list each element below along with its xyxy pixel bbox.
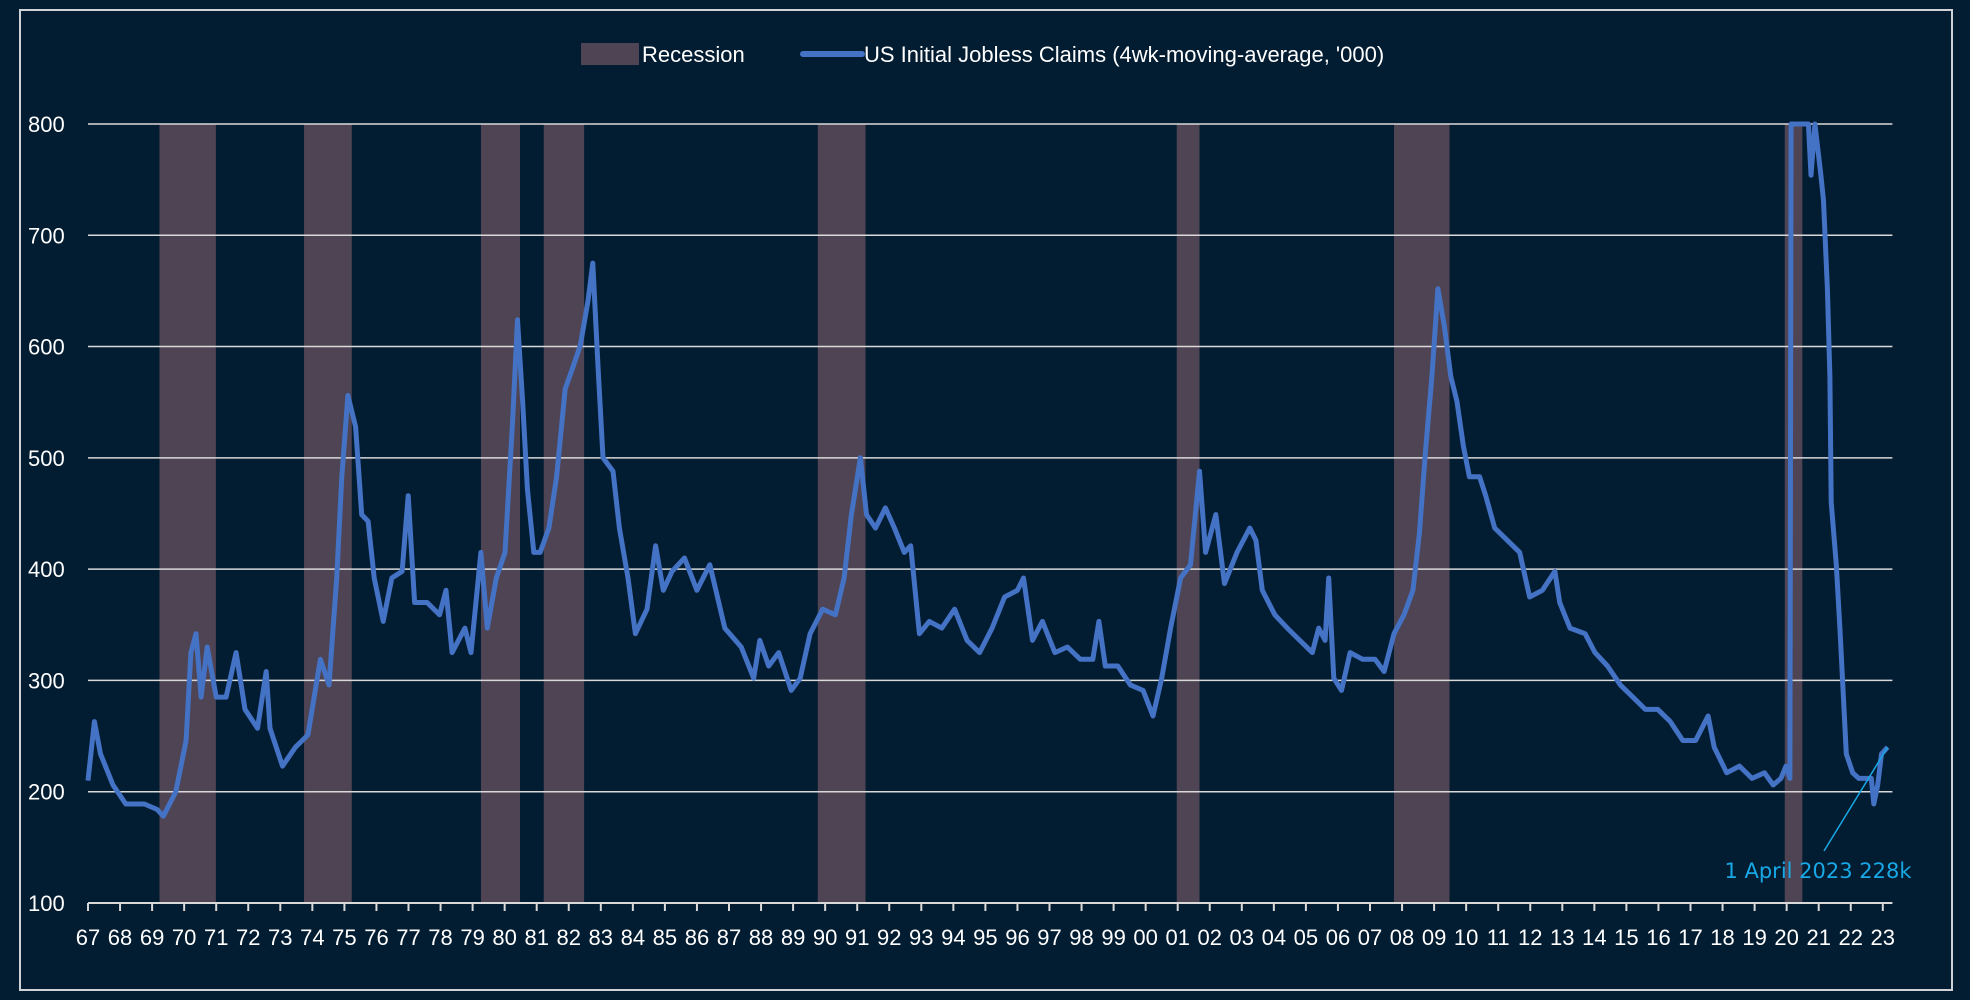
x-tick-label: 71 bbox=[204, 925, 228, 950]
x-tick-label: 10 bbox=[1454, 925, 1478, 950]
y-tick-label: 700 bbox=[28, 223, 65, 248]
x-tick-label: 92 bbox=[877, 925, 901, 950]
x-tick-label: 91 bbox=[845, 925, 869, 950]
x-tick-label: 78 bbox=[428, 925, 452, 950]
x-tick-label: 20 bbox=[1774, 925, 1798, 950]
x-tick-label: 88 bbox=[749, 925, 773, 950]
x-tick-label: 23 bbox=[1871, 925, 1895, 950]
x-tick-label: 03 bbox=[1230, 925, 1254, 950]
y-tick-label: 600 bbox=[28, 335, 65, 360]
x-tick-label: 94 bbox=[941, 925, 965, 950]
x-tick-label: 07 bbox=[1358, 925, 1382, 950]
recession-band bbox=[1176, 123, 1200, 904]
x-tick-label: 05 bbox=[1294, 925, 1318, 950]
x-tick-label: 22 bbox=[1839, 925, 1863, 950]
gridlines bbox=[88, 123, 1893, 793]
x-tick-label: 96 bbox=[1005, 925, 1029, 950]
y-tick-label: 500 bbox=[28, 446, 65, 471]
x-tick-label: 75 bbox=[332, 925, 356, 950]
x-tick-label: 84 bbox=[621, 925, 645, 950]
y-tick-label: 100 bbox=[28, 891, 65, 916]
legend-claims-label: US Initial Jobless Claims (4wk-moving-av… bbox=[864, 42, 1384, 67]
x-tick-label: 13 bbox=[1550, 925, 1574, 950]
x-tick-label: 72 bbox=[236, 925, 260, 950]
x-tick-label: 09 bbox=[1422, 925, 1446, 950]
x-tick-label: 85 bbox=[653, 925, 677, 950]
legend-recession-swatch bbox=[581, 43, 639, 65]
x-tick-label: 14 bbox=[1582, 925, 1606, 950]
x-tick-label: 73 bbox=[268, 925, 292, 950]
recession-band bbox=[304, 123, 352, 904]
x-tick-label: 00 bbox=[1133, 925, 1157, 950]
y-tick-label: 800 bbox=[28, 112, 65, 137]
x-tick-label: 68 bbox=[108, 925, 132, 950]
x-tick-label: 76 bbox=[364, 925, 388, 950]
recession-band bbox=[1784, 123, 1803, 904]
legend: Recession US Initial Jobless Claims (4wk… bbox=[581, 42, 1384, 67]
series-layer bbox=[85, 121, 1890, 819]
x-tick-label: 15 bbox=[1614, 925, 1638, 950]
x-tick-label: 67 bbox=[76, 925, 100, 950]
x-tick-label: 86 bbox=[685, 925, 709, 950]
x-tick-label: 70 bbox=[172, 925, 196, 950]
y-axis: 100 200 300 400 500 600 700 800 bbox=[28, 112, 65, 916]
recession-band bbox=[817, 123, 866, 904]
y-tick-label: 400 bbox=[28, 557, 65, 582]
x-axis: 67 68 69 70 71 72 73 74 75 76 77 78 79 80 81 82 83 84 85 86… bbox=[76, 902, 1895, 950]
x-tick-label: 12 bbox=[1518, 925, 1542, 950]
x-tick-label: 97 bbox=[1037, 925, 1061, 950]
x-tick-label: 01 bbox=[1165, 925, 1189, 950]
x-tick-label: 08 bbox=[1390, 925, 1414, 950]
x-tick-label: 11 bbox=[1487, 925, 1510, 950]
annotation-leader-line bbox=[1823, 746, 1889, 852]
annotation-layer: 1 April 2023 228k bbox=[1724, 746, 1912, 883]
x-tick-label: 95 bbox=[973, 925, 997, 950]
x-tick-label: 79 bbox=[460, 925, 484, 950]
x-tick-label: 89 bbox=[781, 925, 805, 950]
recession-band bbox=[159, 123, 216, 904]
x-tick-label: 93 bbox=[909, 925, 933, 950]
chart-frame bbox=[19, 9, 1953, 991]
x-tick-label: 77 bbox=[396, 925, 420, 950]
x-tick-label: 81 bbox=[524, 925, 548, 950]
x-tick-label: 90 bbox=[813, 925, 837, 950]
annotation-label: 1 April 2023 228k bbox=[1724, 859, 1912, 883]
x-tick-label: 19 bbox=[1742, 925, 1766, 950]
x-tick-label: 06 bbox=[1326, 925, 1350, 950]
x-tick-label: 87 bbox=[717, 925, 741, 950]
x-tick-label: 16 bbox=[1646, 925, 1670, 950]
x-tick-label: 69 bbox=[140, 925, 164, 950]
recession-band bbox=[480, 123, 521, 904]
x-tick-label: 21 bbox=[1806, 925, 1830, 950]
x-tick-label: 18 bbox=[1710, 925, 1734, 950]
x-tick-label: 82 bbox=[557, 925, 581, 950]
x-tick-label: 74 bbox=[300, 925, 324, 950]
x-tick-label: 98 bbox=[1069, 925, 1093, 950]
recession-bands bbox=[159, 123, 1803, 904]
y-tick-label: 300 bbox=[28, 668, 65, 693]
x-tick-label: 04 bbox=[1262, 925, 1286, 950]
x-tick-label: 17 bbox=[1678, 925, 1702, 950]
x-tick-label: 83 bbox=[589, 925, 613, 950]
claims-line bbox=[85, 121, 1890, 819]
y-tick-label: 200 bbox=[28, 780, 65, 805]
x-tick-label: 80 bbox=[492, 925, 516, 950]
legend-recession-label: Recession bbox=[642, 42, 745, 67]
x-tick-label: 02 bbox=[1198, 925, 1222, 950]
x-tick-label: 99 bbox=[1101, 925, 1125, 950]
